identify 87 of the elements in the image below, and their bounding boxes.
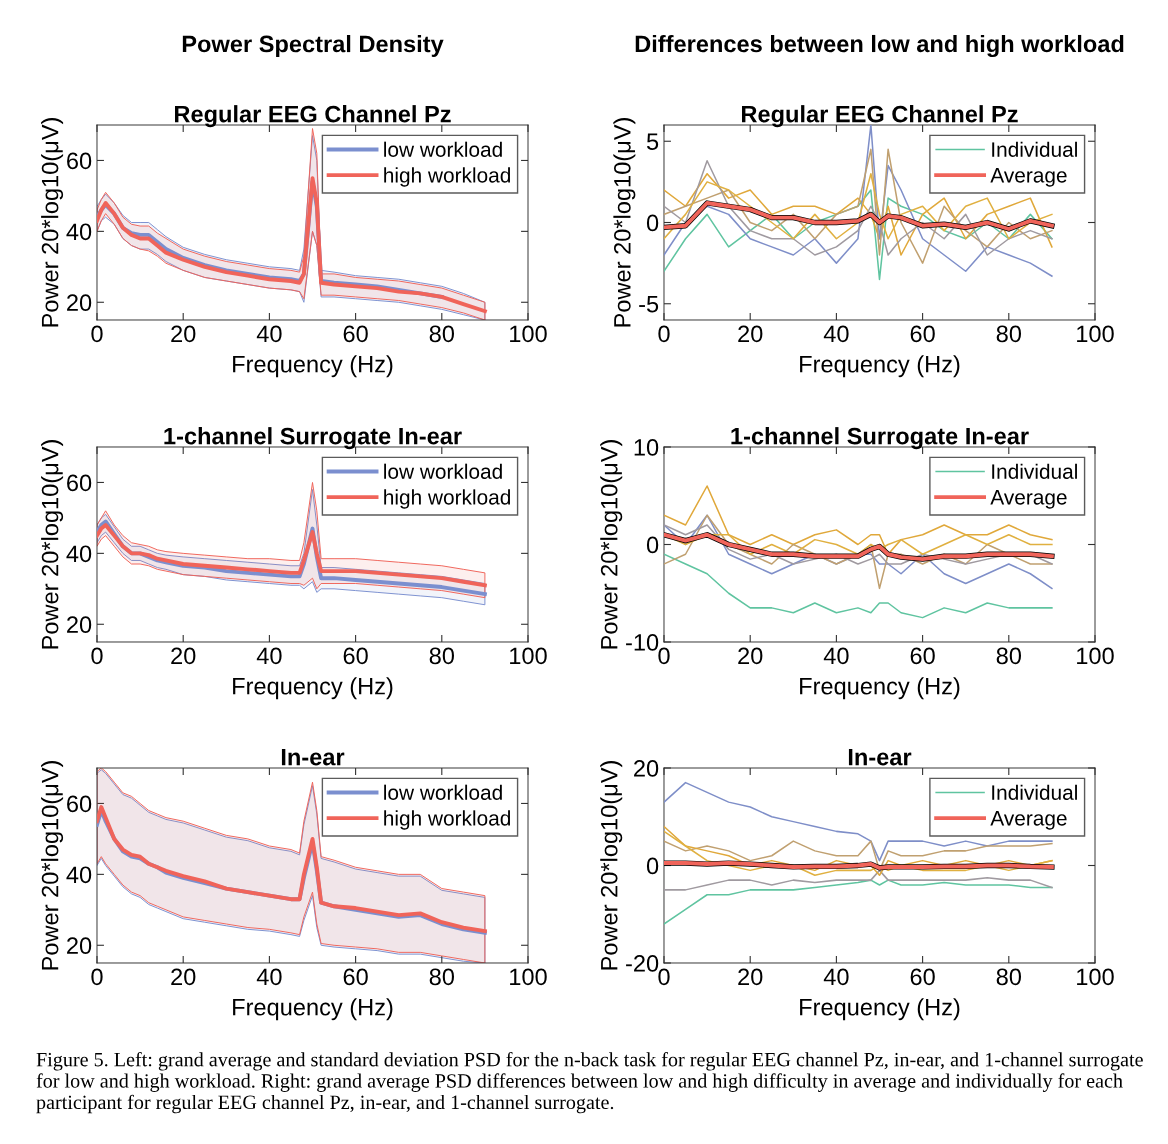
legend-label: Average <box>990 490 1067 509</box>
x-tick-label: 40 <box>823 968 849 986</box>
x-tick-label: 0 <box>658 325 670 343</box>
x-tick-label: 100 <box>1077 968 1114 986</box>
x-tick-label: 100 <box>510 647 547 665</box>
x-tick-label: 0 <box>658 968 670 986</box>
y-axis-title: Power 20*log10(μV) <box>41 440 64 649</box>
x-tick-label: 100 <box>510 968 547 986</box>
y-tick-label: 10 <box>634 439 659 456</box>
chart-title: Regular EEG Channel Pz <box>175 105 451 128</box>
chart-title: Regular EEG Channel Pz <box>742 105 1018 128</box>
x-tick-label: 100 <box>1077 647 1114 665</box>
x-tick-label: 40 <box>256 647 282 665</box>
x-axis-title: Frequency (Hz) <box>800 998 960 1021</box>
y-tick-label: -10 <box>626 634 659 651</box>
x-tick-label: 0 <box>91 968 103 986</box>
y-tick-label: 40 <box>66 545 92 563</box>
x-tick-label: 60 <box>343 325 368 343</box>
x-tick-label: 40 <box>256 968 282 986</box>
x-tick-label: 80 <box>429 325 455 343</box>
chart-subtitle: Differences between low and high workload <box>635 34 1124 58</box>
x-tick-label: 20 <box>171 647 196 665</box>
x-tick-label: 20 <box>738 647 763 665</box>
legend-label: low workload <box>384 463 502 479</box>
x-tick-label: 40 <box>823 647 849 665</box>
y-tick-label: 40 <box>66 223 92 241</box>
y-tick-label: 0 <box>646 214 659 232</box>
legend-label: Individual <box>992 784 1077 800</box>
y-tick-label: -5 <box>639 296 659 313</box>
x-axis-title: Frequency (Hz) <box>233 998 393 1021</box>
y-tick-label: 60 <box>67 795 92 813</box>
chart-title: In-ear <box>848 748 912 766</box>
y-tick-label: 40 <box>66 866 92 884</box>
x-tick-label: 40 <box>256 325 282 343</box>
x-tick-label: 100 <box>510 325 547 343</box>
x-tick-label: 80 <box>996 325 1022 343</box>
y-tick-label: 5 <box>646 133 659 151</box>
legend-label: high workload <box>384 489 510 509</box>
x-tick-label: 80 <box>429 968 455 986</box>
x-tick-label: 20 <box>171 325 196 343</box>
y-tick-label: 20 <box>67 616 92 634</box>
x-axis-title: Frequency (Hz) <box>233 677 393 700</box>
x-tick-label: 0 <box>91 325 103 343</box>
legend-label: Average <box>990 168 1067 187</box>
y-tick-label: -20 <box>626 955 659 972</box>
x-tick-label: 80 <box>996 647 1022 665</box>
x-tick-label: 60 <box>343 968 368 986</box>
y-tick-label: 20 <box>67 294 92 312</box>
x-tick-label: 80 <box>996 968 1022 986</box>
y-tick-label: 20 <box>634 760 659 777</box>
chart-title: In-ear <box>281 748 345 766</box>
x-tick-label: 60 <box>343 647 368 665</box>
x-tick-label: 0 <box>658 647 670 665</box>
y-axis-title: Power 20*log10(μV) <box>41 761 64 970</box>
y-axis-title: Power 20*log10(μV) <box>600 440 623 649</box>
y-axis-title: Power 20*log10(μV) <box>613 118 636 327</box>
legend-label: Average <box>990 811 1067 830</box>
x-axis-title: Frequency (Hz) <box>233 355 393 378</box>
x-axis-title: Frequency (Hz) <box>800 355 960 378</box>
legend-label: high workload <box>384 810 510 830</box>
y-tick-label: 0 <box>646 536 659 554</box>
chart-subtitle: Power Spectral Density <box>182 35 444 58</box>
x-tick-label: 60 <box>910 325 935 343</box>
y-axis-title: Power 20*log10(μV) <box>600 761 623 970</box>
x-tick-label: 60 <box>910 968 935 986</box>
y-tick-label: 60 <box>67 152 92 170</box>
x-tick-label: 20 <box>171 968 196 986</box>
y-tick-label: 60 <box>67 474 92 492</box>
chart-title: 1-channel Surrogate In-ear <box>731 427 1029 450</box>
legend-label: Individual <box>992 463 1077 479</box>
x-tick-label: 20 <box>738 968 763 986</box>
legend-label: Individual <box>992 141 1077 157</box>
chart-title: 1-channel Surrogate In-ear <box>164 427 462 450</box>
caption: Figure 5. Left: grand average and standard deviation PSD for the n-back task for regular EEG channel Pz, in-ear, and 1-channel surrogate for low and high workload. Right: grand average PSD differences between low and high difficulty in average and individually for each participant for regular EEG channel Pz, in-ear, and 1-channel surrogate. <box>36 1052 1143 1114</box>
x-tick-label: 40 <box>823 325 849 343</box>
x-axis-title: Frequency (Hz) <box>800 677 960 700</box>
legend-label: low workload <box>384 784 502 800</box>
x-tick-label: 100 <box>1077 325 1114 343</box>
y-tick-label: 20 <box>67 937 92 955</box>
x-tick-label: 0 <box>91 647 103 665</box>
x-tick-label: 60 <box>910 647 935 665</box>
x-tick-label: 20 <box>738 325 763 343</box>
legend-label: high workload <box>384 167 510 187</box>
y-axis-title: Power 20*log10(μV) <box>41 118 64 327</box>
y-tick-label: 0 <box>646 857 659 875</box>
legend-label: low workload <box>384 141 502 157</box>
x-tick-label: 80 <box>429 647 455 665</box>
